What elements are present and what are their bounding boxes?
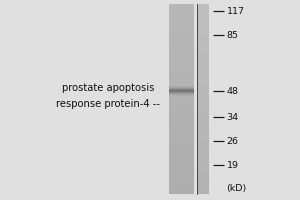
Text: 48: 48 bbox=[226, 87, 238, 96]
Text: response protein-4 --: response protein-4 -- bbox=[56, 99, 160, 109]
Text: 117: 117 bbox=[226, 6, 244, 16]
Text: 34: 34 bbox=[226, 112, 238, 121]
Text: prostate apoptosis: prostate apoptosis bbox=[62, 83, 154, 93]
Text: 19: 19 bbox=[226, 160, 238, 169]
Text: 26: 26 bbox=[226, 136, 238, 146]
Text: 85: 85 bbox=[226, 30, 238, 40]
Text: (kD): (kD) bbox=[226, 184, 247, 193]
